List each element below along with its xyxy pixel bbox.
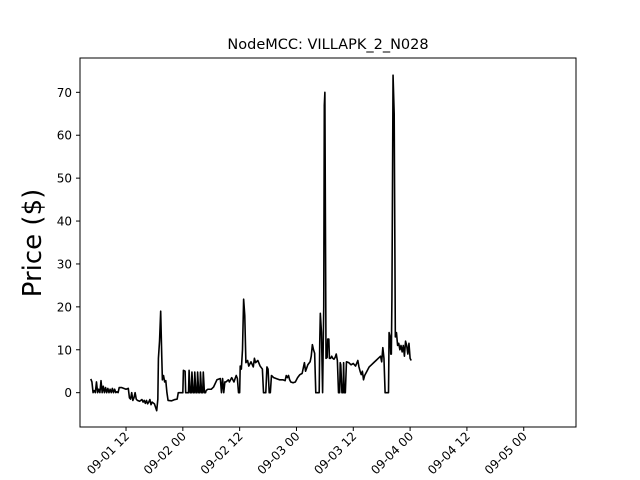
y-tick-label: 30 — [57, 257, 72, 271]
y-tick-label: 20 — [57, 300, 72, 314]
y-tick-label: 70 — [57, 86, 72, 100]
x-tick-label: 09-03 12 — [311, 429, 359, 477]
x-tick-label: 09-02 00 — [141, 429, 189, 477]
x-axis: 09-01 12 09-02 00 09-02 12 09-03 00 09-03 12… — [84, 427, 530, 477]
y-tick-label: 40 — [57, 215, 72, 229]
y-tick-label: 10 — [57, 343, 72, 357]
x-tick-label: 09-01 12 — [84, 429, 132, 477]
price-series-line — [90, 74, 412, 412]
y-axis: 0 10 20 30 40 50 60 70 — [57, 86, 80, 400]
y-tick-label: 0 — [64, 386, 72, 400]
y-tick-label: 60 — [57, 129, 72, 143]
x-tick-label: 09-03 00 — [255, 429, 303, 477]
x-tick-label: 09-02 12 — [198, 429, 246, 477]
chart-title: NodeMCC: VILLAPK_2_N028 — [227, 37, 428, 53]
series-layer — [90, 74, 412, 412]
x-tick-label: 09-05 00 — [482, 429, 530, 477]
plot-area-frame — [79, 57, 577, 428]
y-tick-label: 50 — [57, 172, 72, 186]
x-tick-label: 09-04 00 — [368, 429, 416, 477]
x-tick-label: 09-04 12 — [425, 429, 473, 477]
y-axis-label: Price ($) — [18, 189, 48, 298]
